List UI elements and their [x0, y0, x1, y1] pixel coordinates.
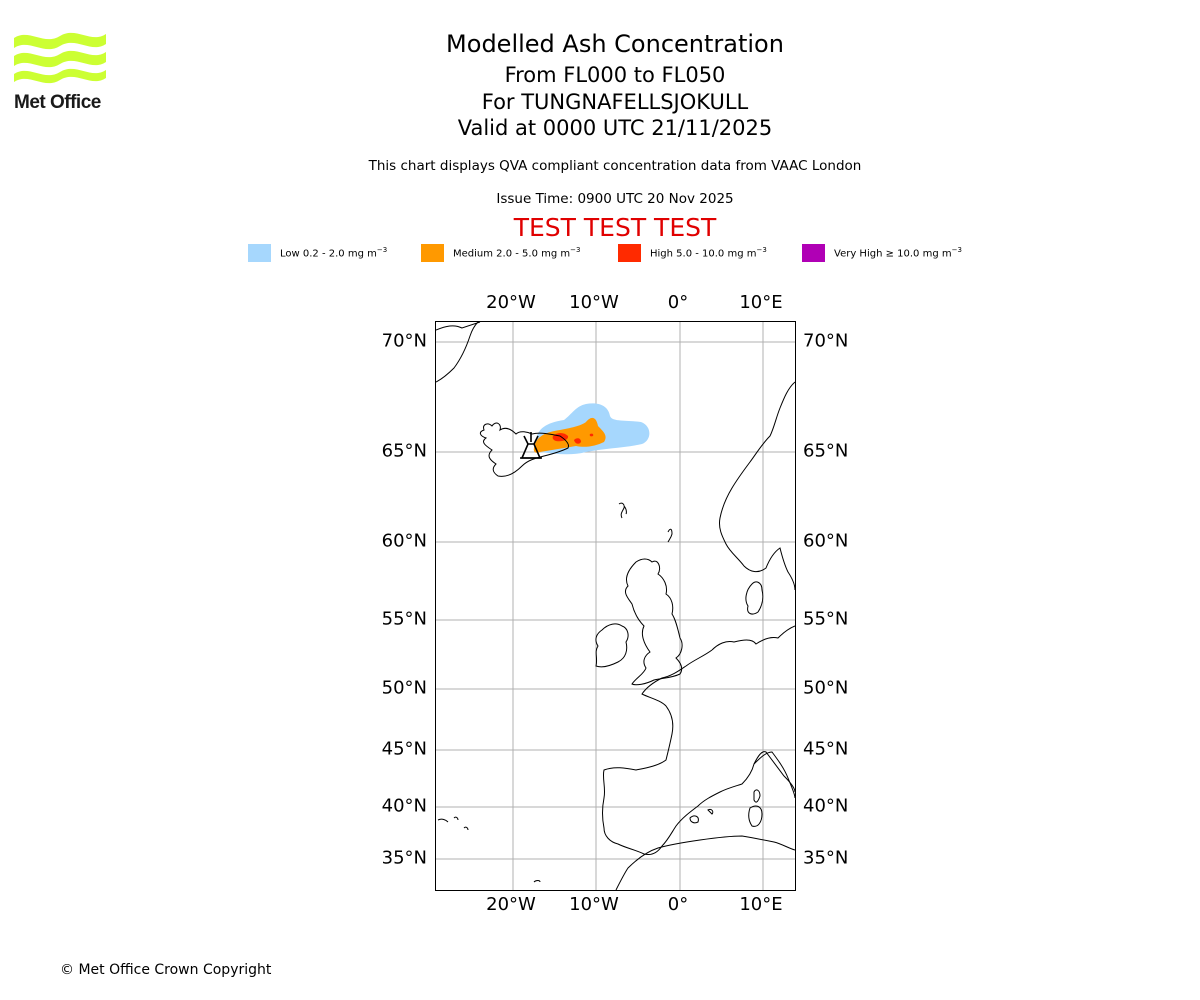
chart-title: Modelled Ash Concentration: [446, 30, 784, 58]
lat-label-left-50n: 50°N: [381, 677, 427, 699]
lat-label-left-65n: 65°N: [381, 440, 427, 462]
lat-label-left-40n: 40°N: [381, 795, 427, 817]
legend-swatch-low: [248, 244, 271, 262]
coast-corsica: [753, 789, 761, 803]
lon-label-bottom-20w: 20°W: [486, 894, 536, 915]
coast-ireland: [595, 623, 629, 668]
legend-label-medium: Medium 2.0 - 5.0 mg m−3: [453, 246, 581, 260]
logo-text: Met Office: [14, 92, 101, 113]
lat-label-right-35n: 35°N: [803, 847, 849, 869]
legend-swatch-very-high: [802, 244, 825, 262]
chart-subtitle: This chart displays QVA compliant concen…: [368, 158, 862, 174]
legend-swatch-medium: [421, 244, 444, 262]
coast-madeira: [533, 880, 541, 883]
coast-shetland: [667, 528, 673, 543]
volcano-icon: [520, 432, 542, 459]
lat-label-left-35n: 35°N: [381, 847, 427, 869]
lat-label-right-65n: 65°N: [803, 440, 849, 462]
coast-europe-west: [602, 649, 795, 855]
coast-iceland: [479, 422, 569, 477]
coastlines: [436, 322, 795, 890]
coast-balearics: [689, 809, 714, 824]
lon-label-top-10w: 10°W: [569, 292, 619, 313]
lon-label-top-0: 0°: [667, 292, 689, 313]
legend-label-low: Low 0.2 - 2.0 mg m−3: [280, 246, 388, 260]
lat-label-left-45n: 45°N: [381, 738, 427, 760]
ash-area-medium: [533, 417, 606, 453]
lat-label-right-70n: 70°N: [803, 330, 849, 352]
lon-label-bottom-0: 0°: [667, 894, 689, 915]
lat-label-left-70n: 70°N: [381, 330, 427, 352]
coast-scandinavia: [719, 381, 795, 591]
graticule: [436, 322, 795, 890]
ash-area-high-3: [589, 433, 594, 437]
lat-label-right-40n: 40°N: [803, 795, 849, 817]
lon-label-top-20w: 20°W: [486, 292, 536, 313]
coast-italy: [753, 751, 795, 799]
coast-great-britain: [625, 558, 683, 686]
met-office-waves-icon: [14, 32, 106, 84]
coast-europe-north: [711, 625, 795, 651]
lat-label-left-60n: 60°N: [381, 530, 427, 552]
lon-label-bottom-10e: 10°E: [739, 894, 783, 915]
legend-label-high: High 5.0 - 10.0 mg m−3: [650, 246, 767, 260]
legend-label-very-high: Very High ≥ 10.0 mg m−3: [834, 246, 962, 260]
ash-plume: [533, 403, 650, 455]
coast-faroe: [618, 502, 627, 519]
coast-greenland: [436, 322, 481, 383]
lon-label-top-10e: 10°E: [739, 292, 783, 313]
lat-label-left-55n: 55°N: [381, 608, 427, 630]
issue-time: Issue Time: 0900 UTC 20 Nov 2025: [496, 191, 734, 207]
map-canvas: [436, 322, 795, 890]
copyright-notice: © Met Office Crown Copyright: [60, 962, 272, 978]
coast-north-africa: [615, 835, 795, 890]
map-frame: [435, 321, 796, 891]
coast-azores: [437, 816, 469, 831]
legend-swatch-high: [618, 244, 641, 262]
lat-label-right-55n: 55°N: [803, 608, 849, 630]
test-banner: TEST TEST TEST: [513, 213, 717, 242]
lat-label-right-45n: 45°N: [803, 738, 849, 760]
volcano-name: For TUNGNAFELLSJOKULL: [481, 90, 749, 114]
flight-level-range: From FL000 to FL050: [504, 63, 726, 87]
met-office-logo: Met Office: [14, 30, 108, 113]
coast-denmark: [745, 581, 764, 615]
lon-label-bottom-10w: 10°W: [569, 894, 619, 915]
valid-time: Valid at 0000 UTC 21/11/2025: [457, 116, 773, 140]
ash-area-high-2: [574, 438, 581, 444]
coast-sardinia: [748, 805, 763, 827]
lat-label-right-60n: 60°N: [803, 530, 849, 552]
lat-label-right-50n: 50°N: [803, 677, 849, 699]
